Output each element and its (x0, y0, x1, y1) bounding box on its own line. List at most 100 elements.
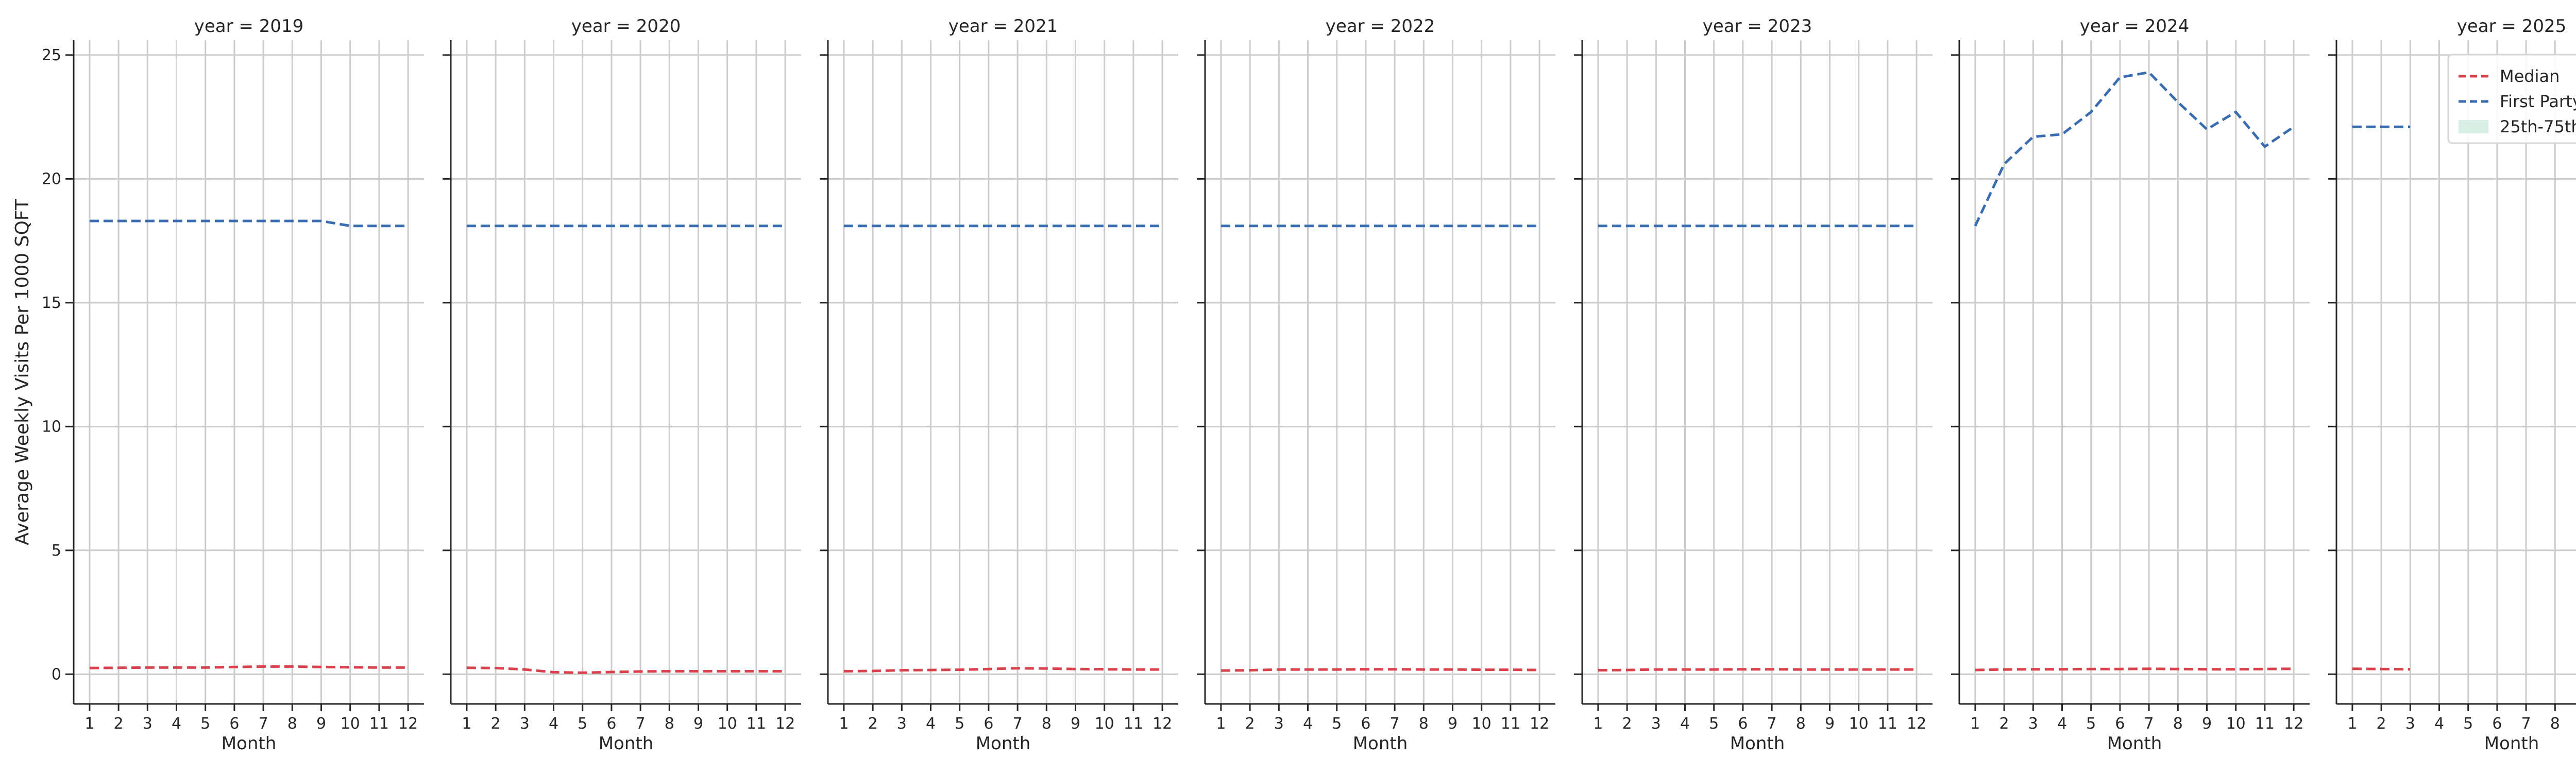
x-tick-label: 10 (2226, 715, 2246, 733)
x-tick-label: 4 (2057, 715, 2067, 733)
x-tick-label: 9 (316, 715, 326, 733)
x-tick-label: 2 (868, 715, 878, 733)
legend-swatch (2459, 120, 2488, 133)
x-tick-label: 6 (606, 715, 616, 733)
x-axis-label: Month (1730, 733, 1785, 754)
x-tick-label: 8 (1042, 715, 1052, 733)
series-line (89, 219, 409, 228)
x-tick-label: 6 (1738, 715, 1748, 733)
x-tick-label: 1 (839, 715, 849, 733)
x-tick-label: 6 (2492, 715, 2502, 733)
facet-title: year = 2020 (571, 16, 681, 37)
series-line (89, 665, 409, 669)
x-tick-label: 5 (2463, 715, 2473, 733)
x-tick-label: 4 (1303, 715, 1313, 733)
x-tick-label: 10 (1849, 715, 1869, 733)
x-tick-label: 1 (1970, 715, 1980, 733)
x-tick-label: 12 (398, 715, 418, 733)
x-tick-label: 9 (693, 715, 703, 733)
x-tick-label: 5 (2086, 715, 2096, 733)
x-tick-label: 7 (1013, 715, 1023, 733)
x-axis-label: Month (2484, 733, 2539, 754)
legend-label: 25th-75th Percentile (2500, 117, 2576, 136)
x-tick-label: 9 (1071, 715, 1080, 733)
x-tick-label: 7 (259, 715, 268, 733)
x-tick-label: 7 (2521, 715, 2531, 733)
x-tick-label: 6 (1361, 715, 1370, 733)
x-tick-label: 10 (341, 715, 360, 733)
legend-label: Median (2500, 66, 2560, 86)
x-tick-label: 3 (520, 715, 530, 733)
x-tick-label: 6 (984, 715, 993, 733)
x-axis-label: Month (976, 733, 1031, 754)
x-tick-label: 7 (2144, 715, 2154, 733)
x-tick-label: 1 (462, 715, 471, 733)
x-tick-label: 4 (172, 715, 181, 733)
x-tick-label: 6 (2115, 715, 2125, 733)
facet-title: year = 2021 (948, 16, 1058, 37)
x-tick-label: 5 (1709, 715, 1719, 733)
x-tick-label: 12 (1907, 715, 1926, 733)
legend-entry: 25th-75th Percentile (2459, 117, 2576, 136)
x-tick-label: 12 (775, 715, 795, 733)
x-tick-label: 8 (1796, 715, 1806, 733)
x-tick-label: 5 (200, 715, 210, 733)
x-tick-label: 11 (369, 715, 389, 733)
x-tick-label: 2 (1999, 715, 2009, 733)
x-tick-label: 4 (549, 715, 558, 733)
x-tick-label: 1 (2347, 715, 2357, 733)
facet-title: year = 2023 (1703, 16, 1812, 37)
facet-title: year = 2019 (194, 16, 303, 37)
y-tick-label: 25 (42, 46, 61, 64)
x-tick-label: 8 (287, 715, 297, 733)
y-tick-label: 15 (42, 294, 61, 312)
x-tick-label: 12 (1153, 715, 1172, 733)
x-tick-label: 10 (718, 715, 737, 733)
x-tick-label: 5 (1332, 715, 1342, 733)
x-tick-label: 11 (1501, 715, 1520, 733)
x-tick-label: 9 (1448, 715, 1458, 733)
x-tick-label: 1 (84, 715, 94, 733)
x-tick-label: 2 (1622, 715, 1632, 733)
x-tick-label: 9 (2202, 715, 2212, 733)
series-line (1221, 668, 1540, 672)
x-tick-label: 3 (143, 715, 152, 733)
series-line (1974, 71, 2295, 227)
x-tick-label: 11 (1878, 715, 1897, 733)
legend-entry: First Party Median (2459, 92, 2576, 111)
x-tick-label: 4 (926, 715, 936, 733)
x-tick-label: 8 (665, 715, 674, 733)
x-tick-label: 1 (1593, 715, 1603, 733)
x-tick-label: 8 (2173, 715, 2183, 733)
x-tick-label: 2 (114, 715, 124, 733)
x-axis-label: Month (1353, 733, 1408, 754)
facet-title: year = 2025 (2457, 16, 2566, 37)
x-tick-label: 8 (1419, 715, 1429, 733)
x-tick-label: 3 (897, 715, 907, 733)
series-line (1975, 667, 2294, 671)
x-tick-label: 3 (2028, 715, 2038, 733)
x-tick-label: 8 (2550, 715, 2560, 733)
y-tick-label: 20 (42, 170, 61, 188)
x-axis-label: Month (599, 733, 654, 754)
x-tick-label: 11 (1124, 715, 1143, 733)
x-tick-label: 2 (1245, 715, 1255, 733)
y-axis-label: Average Weekly Visits Per 1000 SQFT (12, 198, 33, 545)
x-tick-label: 6 (229, 715, 239, 733)
x-axis-label: Month (222, 733, 277, 754)
x-tick-label: 9 (1825, 715, 1835, 733)
y-tick-label: 10 (42, 418, 61, 436)
facet-title: year = 2022 (1326, 16, 1435, 37)
x-tick-label: 2 (2377, 715, 2386, 733)
x-tick-label: 11 (747, 715, 766, 733)
x-tick-label: 3 (1651, 715, 1661, 733)
facet-title: year = 2024 (2080, 16, 2189, 37)
